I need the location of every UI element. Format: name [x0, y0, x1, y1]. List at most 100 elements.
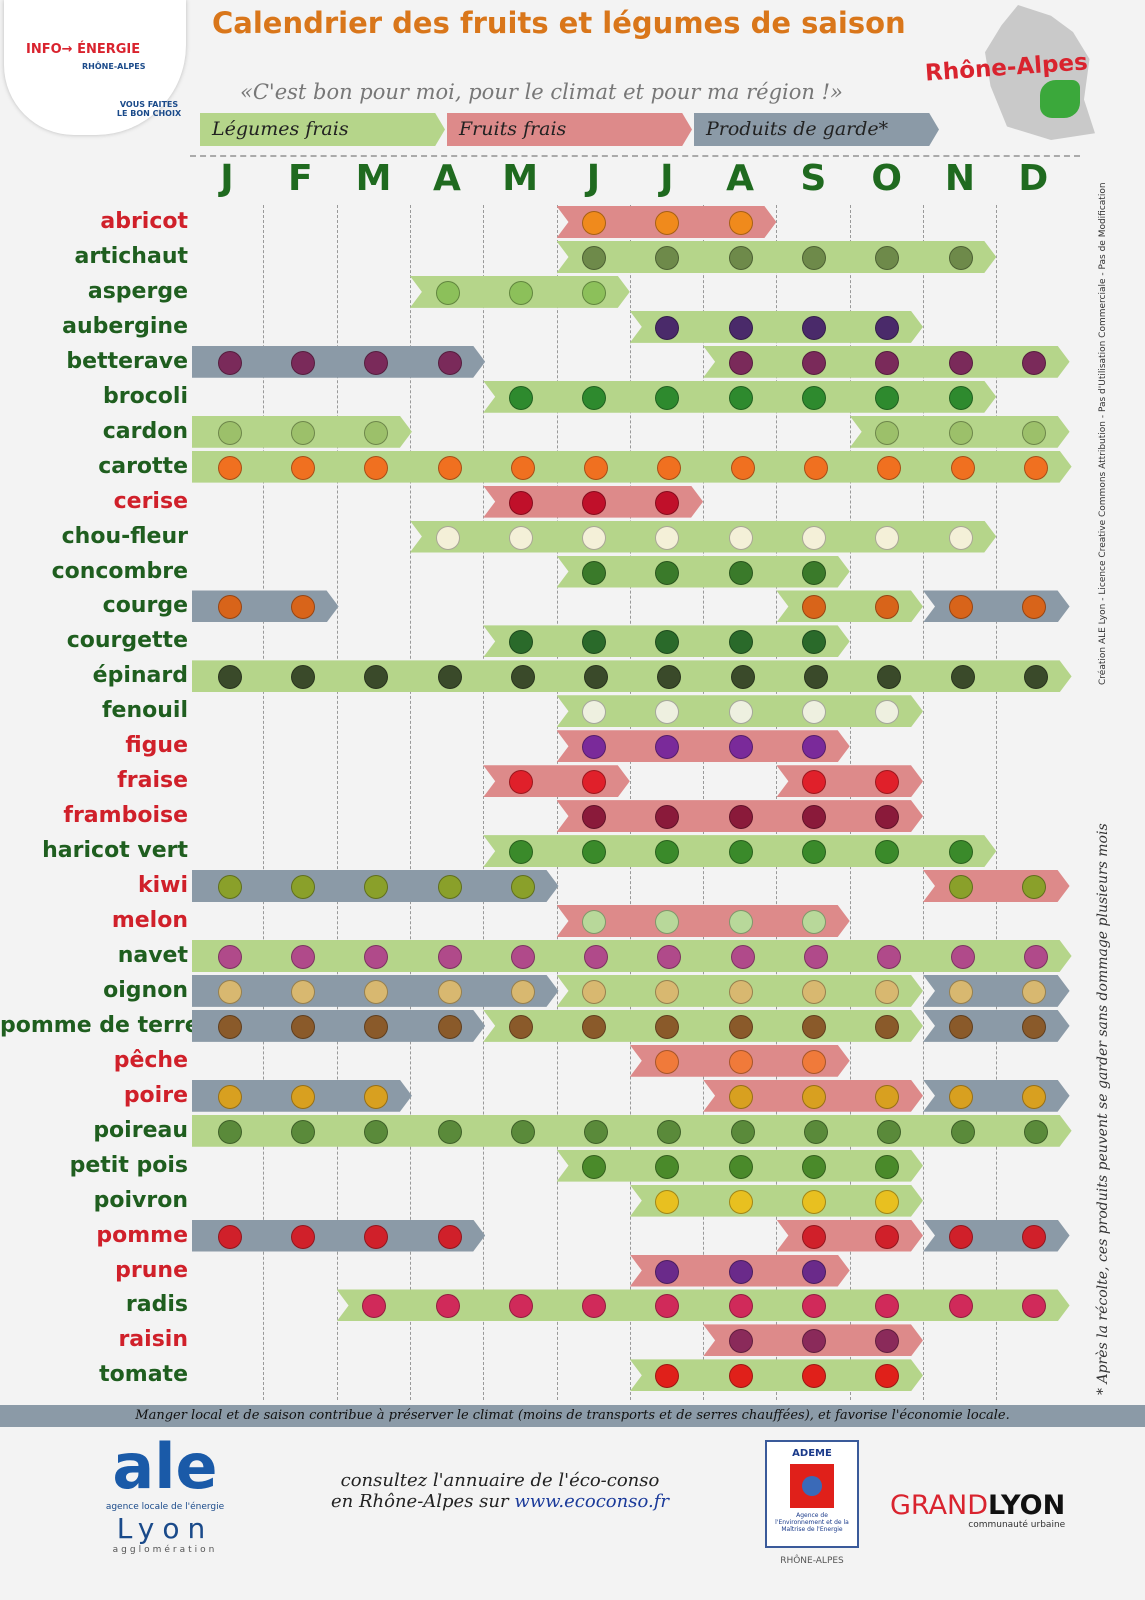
produce-name: fraise — [117, 768, 188, 794]
peach-icon — [802, 1049, 827, 1074]
cauliflower-icon — [948, 525, 973, 550]
month-header: A — [726, 158, 755, 199]
artichoke-icon — [948, 245, 973, 270]
produce-name: raisin — [118, 1327, 188, 1353]
peach-icon — [655, 1049, 680, 1074]
season-bar-fruit — [629, 1044, 850, 1077]
slogan: «C'est bon pour moi, pour le climat et p… — [240, 80, 843, 104]
strawberry-icon — [582, 770, 607, 795]
produce-name: abricot — [100, 209, 188, 234]
ale-logo-sub: agence locale de l'énergie — [105, 1502, 225, 1512]
radish-icon — [948, 1294, 973, 1319]
page-title: Calendrier des fruits et légumes de sais… — [212, 6, 906, 40]
produce-name: pomme — [96, 1222, 188, 1248]
spinach-icon — [510, 665, 535, 690]
rhone-alpes-region-highlight — [1040, 80, 1080, 118]
season-bar-garde — [192, 974, 559, 1007]
ecoconso-link[interactable]: www.ecoconso.fr — [514, 1491, 669, 1512]
green-bean-icon — [655, 840, 680, 865]
cauliflower-icon — [508, 525, 533, 550]
leek-icon — [804, 1119, 829, 1144]
pumpkin-icon — [948, 595, 973, 620]
cauliflower-icon — [802, 525, 827, 550]
produce-name: pêche — [113, 1047, 188, 1073]
season-bar-fruit — [776, 765, 923, 798]
turnip-icon — [657, 944, 682, 969]
raspberry-icon — [875, 805, 900, 830]
broccoli-icon — [655, 385, 680, 410]
cucumber-icon — [802, 560, 827, 585]
leek-icon — [510, 1119, 535, 1144]
asparagus-icon — [508, 280, 533, 305]
legend-produits-de-garde: Produits de garde* — [694, 113, 939, 146]
pea-icon — [655, 1154, 680, 1179]
season-bar-fruit — [923, 870, 1070, 903]
season-bar-legume — [336, 1289, 1070, 1322]
spinach-icon — [877, 665, 902, 690]
cardoon-icon — [364, 420, 389, 445]
month-header: O — [871, 158, 902, 199]
produce-name: poivron — [93, 1187, 188, 1213]
pumpkin-icon — [802, 595, 827, 620]
beet-icon — [1021, 350, 1046, 375]
season-bar-legume — [483, 625, 850, 658]
radish-icon — [655, 1294, 680, 1319]
turnip-icon — [437, 944, 462, 969]
artichoke-icon — [875, 245, 900, 270]
asparagus-icon — [435, 280, 460, 305]
produce-name: chou-fleur — [61, 523, 188, 549]
potato-icon — [875, 1014, 900, 1039]
season-bar-garde — [192, 345, 486, 378]
season-bar-fruit — [556, 905, 850, 937]
pear-icon — [948, 1084, 973, 1109]
season-bar-legume — [556, 240, 997, 273]
produce-name: courge — [102, 593, 188, 619]
month-header: D — [1018, 158, 1049, 199]
season-bar-fruit — [556, 206, 777, 238]
radish-icon — [875, 1294, 900, 1319]
green-bean-icon — [802, 840, 827, 865]
eggplant-icon — [802, 315, 827, 340]
fennel-icon — [655, 700, 680, 725]
onion-icon — [948, 979, 973, 1004]
melon-icon — [582, 910, 607, 934]
tomato-icon — [875, 1364, 900, 1389]
leek-icon — [950, 1119, 975, 1144]
zucchini-icon — [508, 630, 533, 655]
season-bar-legume — [556, 974, 923, 1007]
eggplant-icon — [875, 315, 900, 340]
season-bar-legume — [192, 450, 1072, 483]
cucumber-icon — [728, 560, 753, 585]
month-header: F — [288, 158, 313, 199]
month-gridline — [923, 205, 924, 1400]
leek-icon — [584, 1119, 609, 1144]
artichoke-icon — [802, 245, 827, 270]
pear-icon — [728, 1084, 753, 1109]
artichoke-icon — [582, 245, 607, 270]
produce-name: kiwi — [137, 873, 188, 899]
ademe-globe-icon — [790, 1464, 834, 1508]
radish-icon — [582, 1294, 607, 1319]
ale-logo-area: agglomération — [112, 1545, 218, 1555]
plum-icon — [802, 1259, 827, 1284]
fennel-icon — [875, 700, 900, 725]
turnip-icon — [1023, 944, 1048, 969]
onion-icon — [728, 979, 753, 1004]
green-bean-icon — [948, 840, 973, 865]
broccoli-icon — [875, 385, 900, 410]
onion-icon — [1021, 979, 1046, 1004]
season-bar-garde — [923, 1009, 1070, 1042]
cauliflower-icon — [582, 525, 607, 550]
melon-icon — [802, 910, 827, 934]
zucchini-icon — [728, 630, 753, 655]
info-energie-logo: INFO→ ÉNERGIE RHÔNE-ALPES VOUS FAITES LE… — [4, 0, 186, 135]
leek-icon — [657, 1119, 682, 1144]
carrot-icon — [877, 455, 902, 480]
leek-icon — [730, 1119, 755, 1144]
apricot-icon — [582, 211, 607, 235]
ademe-sub: Agence de l'Environnement et de la Maîtr… — [775, 1512, 849, 1533]
season-bar-legume — [703, 345, 1070, 378]
cucumber-icon — [582, 560, 607, 585]
spinach-icon — [364, 665, 389, 690]
